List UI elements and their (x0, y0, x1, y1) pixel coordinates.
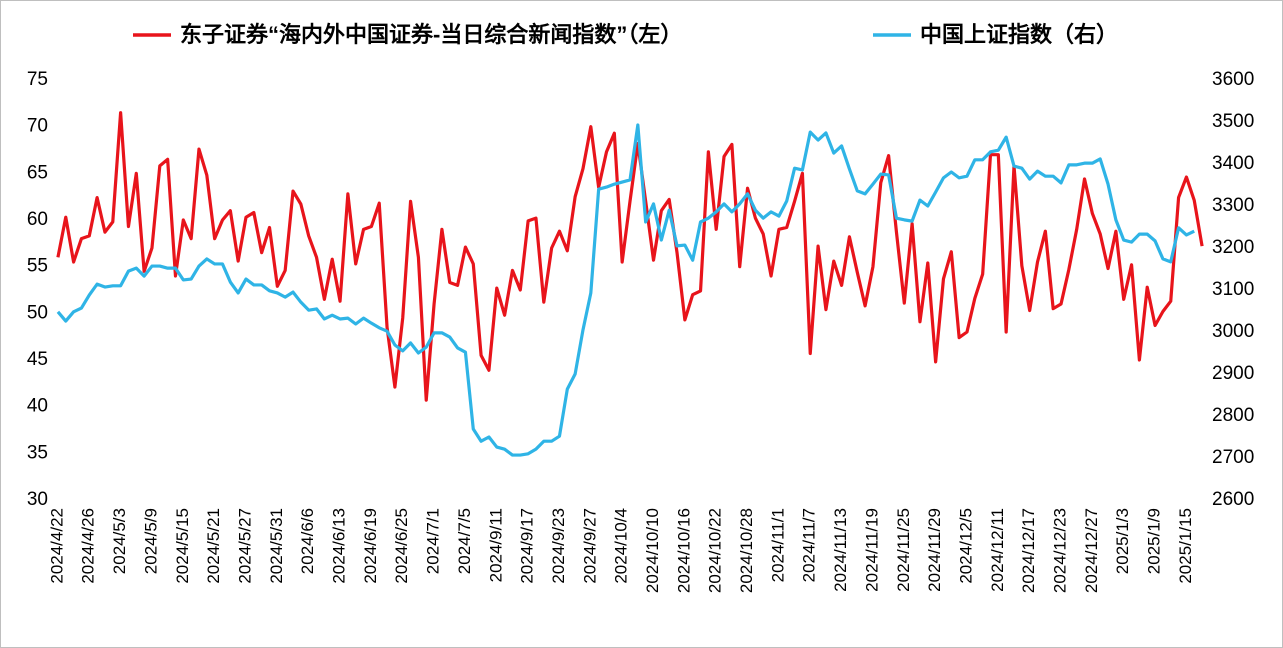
x-tick-label: 2024/11/13 (831, 508, 850, 592)
x-tick-label: 2024/9/23 (549, 508, 568, 584)
x-tick-label: 2024/7/5 (455, 508, 474, 574)
x-tick-label: 2024/4/22 (47, 508, 66, 584)
x-tick-label: 2024/7/1 (424, 508, 443, 574)
y2-tick-label: 3100 (1212, 279, 1254, 300)
y2-tick-label: 2600 (1212, 489, 1254, 510)
x-tick-label: 2024/10/4 (612, 508, 631, 584)
y2-tick-label: 2900 (1212, 363, 1254, 384)
legend-label: 中国上证指数（右） (920, 22, 1118, 47)
y-tick-label: 40 (27, 396, 48, 417)
y-tick-label: 30 (27, 489, 48, 510)
x-tick-label: 2025/1/3 (1113, 508, 1132, 574)
x-tick-label: 2024/9/17 (518, 508, 537, 584)
x-tick-label: 2024/10/22 (706, 508, 725, 593)
x-tick-label: 2024/12/11 (988, 508, 1007, 592)
y-tick-label: 55 (27, 256, 48, 277)
x-tick-label: 2024/11/19 (862, 508, 881, 592)
y2-tick-label: 3600 (1212, 69, 1254, 90)
y2-tick-label: 3400 (1212, 153, 1254, 174)
x-tick-label: 2024/6/25 (392, 508, 411, 584)
x-tick-label: 2024/10/28 (737, 508, 756, 593)
x-tick-label: 2024/12/23 (1051, 508, 1070, 593)
x-tick-label: 2024/12/27 (1082, 508, 1101, 593)
x-tick-label: 2024/12/17 (1019, 508, 1038, 593)
x-tick-label: 2024/9/27 (580, 508, 599, 584)
legend-label: 东子证券“海内外中国证券-当日综合新闻指数”（左） (180, 22, 682, 47)
x-tick-label: 2024/11/7 (800, 508, 819, 582)
y-tick-label: 60 (27, 209, 48, 230)
x-tick-label: 2024/11/29 (925, 508, 944, 592)
y-tick-label: 65 (27, 162, 48, 183)
x-tick-label: 2024/5/31 (267, 508, 286, 584)
x-tick-label: 2024/5/9 (141, 508, 160, 574)
x-tick-label: 2024/5/3 (110, 508, 129, 574)
y2-tick-label: 3500 (1212, 111, 1254, 132)
y2-tick-label: 3000 (1212, 321, 1254, 342)
x-tick-label: 2025/1/9 (1145, 508, 1164, 574)
y-tick-label: 75 (27, 69, 48, 90)
x-tick-label: 2024/10/10 (643, 508, 662, 593)
x-tick-label: 2024/9/11 (486, 508, 505, 582)
x-tick-label: 2024/11/25 (894, 508, 913, 592)
y-tick-label: 70 (27, 116, 48, 137)
series-line (56, 111, 1204, 402)
series-line (56, 123, 1195, 457)
x-tick-label: 2024/6/6 (298, 508, 317, 574)
y-tick-label: 45 (27, 349, 48, 370)
y2-tick-label: 2700 (1212, 447, 1254, 468)
y-tick-label: 35 (27, 442, 48, 463)
x-tick-label: 2024/5/15 (173, 508, 192, 584)
y2-tick-label: 3300 (1212, 195, 1254, 216)
x-tick-label: 2024/11/1 (768, 508, 787, 582)
x-tick-label: 2024/12/5 (956, 508, 975, 584)
x-tick-label: 2024/6/13 (330, 508, 349, 584)
x-tick-label: 2024/5/27 (235, 508, 254, 584)
x-tick-label: 2024/6/19 (361, 508, 380, 584)
y2-tick-label: 3200 (1212, 237, 1254, 258)
y2-tick-label: 2800 (1212, 405, 1254, 426)
y-tick-label: 50 (27, 302, 48, 323)
x-tick-label: 2025/1/15 (1176, 508, 1195, 584)
x-tick-label: 2024/4/26 (79, 508, 98, 584)
x-tick-label: 2024/5/21 (204, 508, 223, 584)
x-tick-label: 2024/10/16 (674, 508, 693, 593)
